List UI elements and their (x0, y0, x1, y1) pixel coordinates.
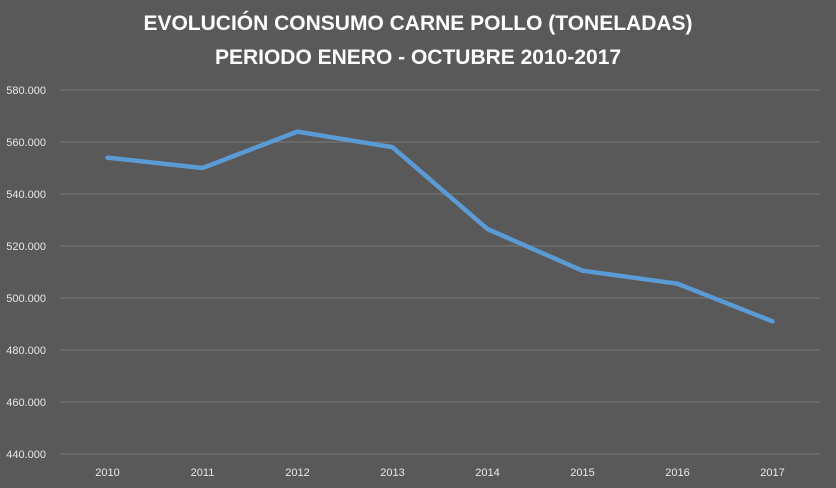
x-tick-label: 2017 (760, 467, 784, 479)
data-point (105, 155, 110, 160)
chart-subtitle: PERIODO ENERO - OCTUBRE 2010-2017 (215, 46, 621, 69)
data-point (485, 227, 490, 232)
y-tick-label: 520.000 (6, 241, 46, 253)
chart-title: EVOLUCIÓN CONSUMO CARNE POLLO (TONELADAS… (143, 11, 692, 35)
y-tick-label: 500.000 (6, 293, 46, 305)
data-point (770, 319, 775, 324)
data-point (390, 145, 395, 150)
y-tick-label: 480.000 (6, 345, 46, 357)
x-tick-label: 2014 (475, 467, 499, 479)
data-point (200, 166, 205, 170)
y-tick-label: 580.000 (6, 85, 46, 97)
x-tick-label: 2013 (380, 467, 404, 479)
x-tick-label: 2011 (191, 467, 215, 479)
x-tick-label: 2010 (95, 467, 119, 479)
x-tick-label: 2012 (285, 467, 309, 479)
x-tick-label: 2016 (665, 467, 689, 479)
x-tick-label: 2015 (570, 467, 594, 479)
y-tick-label: 460.000 (6, 397, 46, 409)
x-axis: 2010 2011 2012 2013 2014 2015 2016 2017 (95, 467, 784, 479)
y-tick-label: 540.000 (6, 189, 46, 201)
data-point (580, 268, 585, 273)
gridlines (60, 89, 820, 455)
series-line (105, 129, 775, 324)
data-point (675, 281, 680, 286)
y-axis: 440.000 460.000 480.000 500.000 520.000 540.0… (6, 85, 46, 461)
y-tick-label: 560.000 (6, 137, 46, 149)
data-point (295, 129, 300, 134)
y-tick-label: 440.000 (6, 449, 46, 461)
plot-area (105, 129, 775, 324)
